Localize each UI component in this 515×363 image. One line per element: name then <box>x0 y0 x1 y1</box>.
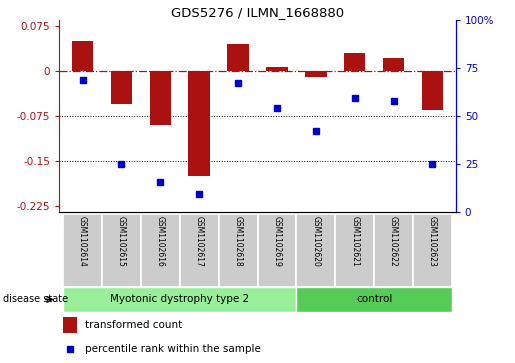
Text: GSM1102620: GSM1102620 <box>311 216 320 267</box>
Bar <box>374 214 413 287</box>
Bar <box>111 71 132 104</box>
Bar <box>305 71 327 77</box>
Text: GSM1102615: GSM1102615 <box>117 216 126 267</box>
Text: GSM1102614: GSM1102614 <box>78 216 87 267</box>
Bar <box>296 214 335 287</box>
Text: transformed count: transformed count <box>85 320 182 330</box>
Text: GSM1102623: GSM1102623 <box>428 216 437 267</box>
Bar <box>63 287 296 312</box>
Bar <box>72 41 93 71</box>
Bar <box>102 214 141 287</box>
Text: GSM1102617: GSM1102617 <box>195 216 204 267</box>
Bar <box>219 214 258 287</box>
Bar <box>296 287 452 312</box>
Text: Myotonic dystrophy type 2: Myotonic dystrophy type 2 <box>110 294 249 305</box>
Text: disease state: disease state <box>3 294 67 305</box>
Bar <box>180 214 219 287</box>
Title: GDS5276 / ILMN_1668880: GDS5276 / ILMN_1668880 <box>171 6 344 19</box>
Bar <box>344 53 365 71</box>
Bar <box>63 317 77 333</box>
Text: GSM1102619: GSM1102619 <box>272 216 281 267</box>
Bar <box>188 71 210 176</box>
Text: GSM1102622: GSM1102622 <box>389 216 398 267</box>
Text: GSM1102616: GSM1102616 <box>156 216 165 267</box>
Bar <box>413 214 452 287</box>
Bar <box>141 214 180 287</box>
Bar <box>266 67 288 71</box>
Text: control: control <box>356 294 392 305</box>
Bar <box>258 214 296 287</box>
Text: GSM1102621: GSM1102621 <box>350 216 359 267</box>
Bar <box>383 58 404 71</box>
Bar <box>335 214 374 287</box>
Bar <box>422 71 443 110</box>
Bar <box>63 214 102 287</box>
Bar <box>227 44 249 71</box>
Text: percentile rank within the sample: percentile rank within the sample <box>85 344 261 354</box>
Text: GSM1102618: GSM1102618 <box>234 216 243 267</box>
Bar <box>150 71 171 125</box>
